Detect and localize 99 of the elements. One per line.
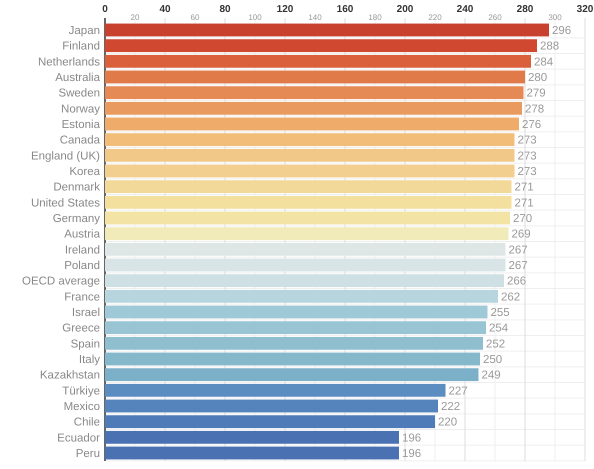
bar	[105, 321, 486, 334]
data-label: 196	[402, 432, 422, 444]
x-tick-label: 240	[456, 4, 474, 15]
y-tick-label: Sweden	[58, 88, 100, 100]
bar	[105, 86, 524, 100]
x2-tick-label: 180	[368, 13, 382, 22]
data-label: 222	[441, 401, 460, 414]
y-tick-label: Kazakhstan	[40, 370, 100, 382]
y-tick-label: Italy	[78, 354, 100, 366]
data-label: 196	[402, 448, 422, 460]
bar	[105, 54, 531, 68]
y-tick-label: Australia	[55, 72, 101, 84]
bar	[105, 336, 483, 350]
y-tick-label: Canada	[60, 134, 101, 147]
data-label: 254	[489, 322, 509, 335]
x-tick-label: 280	[516, 4, 534, 15]
y-tick-label: England (UK)	[30, 150, 100, 162]
data-label: 271	[514, 182, 534, 194]
x-tick-label: 200	[396, 4, 414, 15]
x2-tick-label: 100	[248, 13, 262, 22]
bar	[105, 196, 512, 209]
x2-tick-label: 20	[130, 13, 140, 22]
x2-tick-label: 260	[488, 13, 502, 22]
x-tick-label: 80	[219, 4, 231, 15]
data-label: 250	[483, 354, 502, 366]
x2-tick-label: 220	[428, 13, 442, 22]
bar	[105, 70, 525, 84]
y-tick-label: Japan	[68, 25, 100, 38]
data-label: 267	[508, 244, 528, 256]
data-label: 269	[512, 228, 531, 241]
bar	[105, 430, 399, 444]
data-label: 288	[540, 40, 560, 53]
y-tick-label: Peru	[76, 448, 100, 460]
y-tick-label: Greece	[62, 322, 100, 335]
y-tick-label: Türkiye	[62, 385, 100, 398]
data-label: 276	[522, 119, 542, 132]
bar	[105, 39, 537, 52]
bar	[105, 164, 514, 178]
bar	[105, 400, 438, 412]
bar	[105, 118, 519, 130]
y-tick-label: United States	[30, 197, 100, 210]
x2-tick-label: 60	[190, 13, 200, 22]
bar	[105, 102, 522, 115]
data-label: 273	[518, 166, 537, 178]
data-label: 255	[490, 307, 510, 320]
bar	[105, 274, 504, 288]
data-label: 278	[525, 103, 544, 116]
data-label: 279	[526, 88, 546, 100]
data-label: 280	[528, 72, 548, 84]
data-label: 270	[513, 213, 532, 226]
y-tick-label: Finland	[62, 40, 100, 53]
x2-tick-label: 300	[548, 13, 562, 22]
y-tick-label: Israel	[72, 307, 100, 320]
y-tick-label: OECD average	[22, 276, 100, 288]
bar	[105, 352, 480, 366]
y-tick-label: Denmark	[53, 182, 100, 194]
bar	[105, 415, 435, 428]
x-tick-label: 320	[576, 4, 594, 15]
y-tick-label: Poland	[64, 260, 100, 272]
bar	[105, 227, 508, 240]
bar	[105, 148, 514, 162]
bar	[105, 24, 549, 36]
bar	[105, 368, 478, 382]
y-tick-label: Austria	[64, 228, 101, 241]
bar	[105, 384, 446, 397]
y-tick-label: Spain	[70, 338, 100, 350]
data-label: 284	[534, 56, 554, 68]
data-label: 273	[518, 150, 537, 162]
bar	[105, 212, 510, 224]
x-tick-label: 0	[102, 4, 108, 15]
x-tick-label: 120	[276, 4, 294, 15]
data-label: 267	[508, 260, 528, 272]
y-tick-label: Norway	[61, 103, 100, 116]
data-label: 227	[448, 385, 468, 398]
bar	[105, 306, 488, 318]
y-tick-label: Korea	[69, 166, 101, 178]
y-tick-label: Ireland	[64, 244, 100, 256]
x-tick-label: 160	[336, 4, 354, 15]
y-tick-label: Estonia	[62, 119, 101, 132]
y-tick-label: France	[64, 291, 100, 304]
bar	[105, 180, 512, 194]
data-label: 252	[486, 338, 506, 350]
x-tick-label: 40	[159, 4, 171, 15]
y-tick-label: Netherlands	[38, 56, 100, 68]
data-label: 271	[514, 197, 534, 210]
y-tick-label: Chile	[74, 416, 100, 429]
y-tick-label: Ecuador	[57, 432, 100, 444]
bar	[105, 133, 514, 146]
bar	[105, 446, 399, 460]
y-tick-label: Mexico	[64, 401, 100, 414]
bar	[105, 290, 498, 303]
data-label: 273	[518, 134, 537, 147]
data-label: 296	[552, 25, 572, 38]
data-label: 262	[501, 291, 520, 304]
data-label: 249	[482, 370, 501, 382]
data-label: 220	[438, 416, 458, 429]
x2-tick-label: 140	[308, 13, 322, 22]
y-tick-label: Germany	[52, 213, 100, 226]
data-label: 266	[507, 276, 526, 288]
